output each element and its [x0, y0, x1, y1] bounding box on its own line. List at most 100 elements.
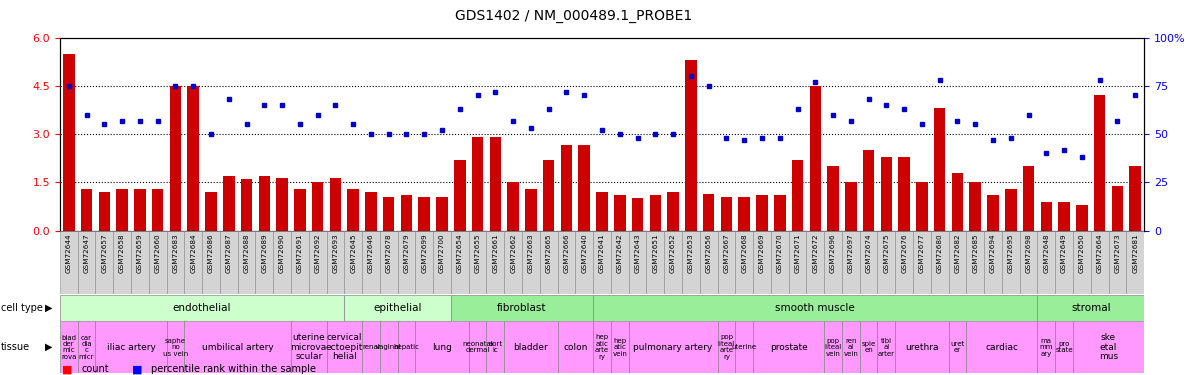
Bar — [241, 179, 253, 231]
Bar — [329, 177, 341, 231]
Bar — [842, 321, 860, 373]
Bar — [738, 197, 750, 231]
Bar — [845, 182, 857, 231]
Bar — [951, 172, 963, 231]
Bar — [842, 231, 860, 294]
Bar — [593, 231, 611, 294]
Text: count: count — [81, 364, 109, 374]
Bar — [344, 295, 450, 321]
Bar — [80, 189, 92, 231]
Bar — [824, 231, 842, 294]
Bar — [540, 231, 557, 294]
Bar — [685, 60, 697, 231]
Bar — [450, 295, 593, 321]
Bar — [682, 231, 700, 294]
Bar — [877, 231, 895, 294]
Text: GSM72643: GSM72643 — [635, 234, 641, 273]
Text: uterine
microva
scular: uterine microva scular — [291, 333, 327, 362]
Bar — [380, 321, 398, 373]
Text: pulmonary artery: pulmonary artery — [634, 343, 713, 352]
Bar — [468, 321, 486, 373]
Text: GSM72640: GSM72640 — [581, 234, 587, 273]
Text: GSM72675: GSM72675 — [883, 234, 889, 273]
Bar — [967, 321, 1037, 373]
Bar — [1037, 321, 1055, 373]
Bar — [237, 231, 255, 294]
Bar — [472, 137, 483, 231]
Text: fibroblast: fibroblast — [497, 303, 546, 313]
Bar — [895, 321, 949, 373]
Text: GSM72653: GSM72653 — [688, 234, 694, 273]
Bar — [1112, 186, 1124, 231]
Bar — [96, 321, 167, 373]
Bar — [1108, 231, 1126, 294]
Text: GSM72652: GSM72652 — [670, 234, 676, 273]
Text: GSM72668: GSM72668 — [742, 234, 748, 273]
Bar — [931, 231, 949, 294]
Bar — [60, 295, 344, 321]
Bar — [1005, 189, 1017, 231]
Bar — [468, 231, 486, 294]
Text: blad
der
mic
rova: blad der mic rova — [61, 334, 77, 360]
Bar — [788, 231, 806, 294]
Bar — [649, 195, 661, 231]
Bar — [490, 137, 501, 231]
Bar — [593, 295, 1037, 321]
Bar — [327, 231, 344, 294]
Bar — [1019, 231, 1037, 294]
Text: GSM72692: GSM72692 — [315, 234, 321, 273]
Bar — [718, 231, 736, 294]
Text: cervical
ectoepit
helial: cervical ectoepit helial — [326, 333, 363, 362]
Text: GSM72663: GSM72663 — [528, 234, 534, 273]
Bar — [434, 231, 450, 294]
Bar — [1037, 295, 1144, 321]
Text: uret
er: uret er — [950, 341, 964, 354]
Bar — [383, 197, 394, 231]
Bar — [362, 231, 380, 294]
Bar — [1058, 202, 1070, 231]
Text: GSM72648: GSM72648 — [1043, 234, 1049, 273]
Bar — [863, 150, 875, 231]
Text: GSM72695: GSM72695 — [1008, 234, 1014, 273]
Bar — [291, 321, 327, 373]
Bar — [273, 231, 291, 294]
Text: GSM72690: GSM72690 — [279, 234, 285, 273]
Text: pro
state: pro state — [1055, 341, 1073, 354]
Text: ▶: ▶ — [46, 342, 53, 352]
Text: urethra: urethra — [906, 343, 939, 352]
Text: hep
atic
vein: hep atic vein — [612, 338, 628, 357]
Bar — [504, 321, 557, 373]
Text: GSM72693: GSM72693 — [332, 234, 338, 273]
Bar — [362, 321, 380, 373]
Bar — [60, 231, 78, 294]
Bar — [881, 157, 893, 231]
Bar — [1130, 166, 1140, 231]
Text: GSM72661: GSM72661 — [492, 234, 498, 273]
Bar — [507, 182, 519, 231]
Text: saphe
no
us vein: saphe no us vein — [163, 338, 188, 357]
Text: GSM72667: GSM72667 — [724, 234, 730, 273]
Bar — [504, 231, 522, 294]
Text: GSM72683: GSM72683 — [173, 234, 179, 273]
Text: GSM72691: GSM72691 — [297, 234, 303, 273]
Text: neonatal
dermal: neonatal dermal — [462, 341, 492, 354]
Bar — [916, 182, 927, 231]
Bar — [398, 321, 416, 373]
Bar — [60, 321, 78, 373]
Text: endothelial: endothelial — [173, 303, 231, 313]
Bar — [184, 321, 291, 373]
Bar — [597, 192, 607, 231]
Bar — [255, 231, 273, 294]
Text: tibi
al
arter: tibi al arter — [878, 338, 895, 357]
Bar — [1073, 231, 1090, 294]
Text: hepatic: hepatic — [393, 344, 419, 350]
Bar — [277, 177, 288, 231]
Text: GSM72651: GSM72651 — [653, 234, 659, 273]
Bar — [486, 231, 504, 294]
Bar — [1037, 231, 1055, 294]
Bar — [184, 231, 202, 294]
Text: sple
en: sple en — [861, 341, 876, 354]
Bar — [557, 321, 593, 373]
Bar — [824, 321, 842, 373]
Bar — [543, 160, 555, 231]
